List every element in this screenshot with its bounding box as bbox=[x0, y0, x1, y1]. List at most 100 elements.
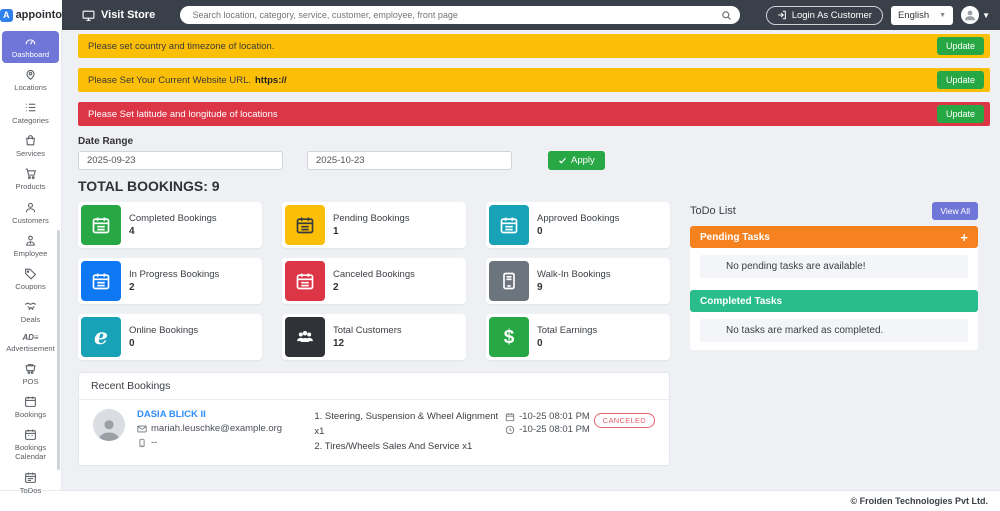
stat-value: 0 bbox=[129, 338, 135, 349]
avatar bbox=[961, 6, 980, 24]
app-logo[interactable]: A appointo bbox=[0, 0, 62, 30]
login-as-customer-button[interactable]: Login As Customer bbox=[765, 5, 883, 25]
update-button[interactable]: Update bbox=[936, 105, 984, 123]
logo-icon: A bbox=[0, 8, 13, 22]
stats-section: Completed Bookings 4 Pending Bookings 1 Ap… bbox=[78, 202, 670, 466]
user-menu[interactable]: ▼ bbox=[961, 6, 990, 24]
apply-label: Apply bbox=[571, 155, 595, 166]
users-icon bbox=[285, 317, 325, 357]
booking-row[interactable]: DASIA BLICK II mariah.leuschke@example.o… bbox=[79, 400, 669, 465]
sidebar-item-label: Bookings bbox=[14, 410, 47, 420]
stat-card-walkin-bookings[interactable]: Walk-In Bookings 9 bbox=[486, 258, 670, 304]
stat-card-pending-bookings[interactable]: Pending Bookings 1 bbox=[282, 202, 466, 248]
sign-in-icon bbox=[777, 10, 786, 20]
handshake-icon bbox=[24, 302, 37, 311]
clock-icon bbox=[505, 425, 515, 434]
end-date-input[interactable] bbox=[307, 151, 512, 170]
stat-value: 1 bbox=[333, 226, 339, 237]
sidebar-item-deals[interactable]: Deals bbox=[2, 296, 59, 328]
search-input[interactable] bbox=[192, 10, 722, 20]
stat-card-completed-bookings[interactable]: Completed Bookings 4 bbox=[78, 202, 262, 248]
sidebar-item-employee[interactable]: Employee bbox=[2, 230, 59, 262]
alert-country-timezone: Please set country and timezone of locat… bbox=[78, 34, 990, 58]
employee-icon bbox=[26, 235, 35, 246]
add-task-button[interactable]: + bbox=[960, 229, 968, 245]
sidebar-item-customers[interactable]: Customers bbox=[2, 197, 59, 229]
stat-value: 9 bbox=[537, 282, 543, 293]
sidebar-item-label: Dashboard bbox=[11, 50, 50, 59]
monitor-icon bbox=[82, 10, 95, 21]
completed-tasks-header: Completed Tasks bbox=[690, 290, 978, 312]
stat-label: Canceled Bookings bbox=[333, 269, 415, 280]
stat-card-approved-bookings[interactable]: Approved Bookings 0 bbox=[486, 202, 670, 248]
pending-tasks-empty-message: No pending tasks are available! bbox=[700, 255, 968, 278]
dollar-icon: $ bbox=[489, 317, 529, 357]
sidebar-item-locations[interactable]: Locations bbox=[2, 64, 59, 96]
calendar-icon bbox=[25, 429, 36, 441]
stat-card-total-earnings[interactable]: $ Total Earnings 0 bbox=[486, 314, 670, 360]
customer-name-link[interactable]: DASIA BLICK II bbox=[137, 409, 206, 420]
search-area bbox=[155, 6, 765, 24]
sidebar-item-bookings[interactable]: Bookings bbox=[2, 391, 59, 423]
language-select[interactable]: English ▼ bbox=[890, 5, 954, 25]
sidebar-scrollbar[interactable] bbox=[57, 230, 60, 470]
sidebar-item-advertisement[interactable]: AD≡ Advertisement bbox=[2, 329, 59, 357]
stat-value: 2 bbox=[333, 282, 339, 293]
recent-bookings-panel: Recent Bookings DASIA BLICK II mariah.le… bbox=[78, 372, 670, 466]
sidebar-item-services[interactable]: Services bbox=[2, 130, 59, 162]
main-content: Please set country and timezone of locat… bbox=[62, 30, 1000, 490]
language-value: English bbox=[897, 9, 930, 21]
pending-tasks-label: Pending Tasks bbox=[700, 231, 770, 243]
stat-card-canceled-bookings[interactable]: Canceled Bookings 2 bbox=[282, 258, 466, 304]
start-date-input[interactable] bbox=[78, 151, 283, 170]
top-navbar: A appointo Visit Store Login As Customer… bbox=[0, 0, 1000, 30]
stat-card-online-bookings[interactable]: e Online Bookings 0 bbox=[78, 314, 262, 360]
global-search[interactable] bbox=[180, 6, 741, 24]
stat-value: 12 bbox=[333, 338, 345, 349]
todo-section: ToDo List View All Pending Tasks + No pe… bbox=[690, 202, 978, 466]
sidebar-item-pos[interactable]: POS bbox=[2, 358, 59, 390]
sidebar-item-label: Customers bbox=[12, 215, 49, 225]
sidebar-item-coupons[interactable]: Coupons bbox=[2, 263, 59, 295]
sidebar-item-label: Bookings Calendar bbox=[14, 443, 47, 462]
stat-value: 4 bbox=[129, 226, 135, 237]
envelope-icon bbox=[137, 425, 147, 432]
stat-card-inprogress-bookings[interactable]: In Progress Bookings 2 bbox=[78, 258, 262, 304]
mobile-icon bbox=[139, 438, 145, 447]
visit-store-label: Visit Store bbox=[101, 9, 156, 21]
sidebar-item-categories[interactable]: Categories bbox=[2, 97, 59, 129]
calendar-icon bbox=[285, 205, 325, 245]
sidebar-item-label: POS bbox=[22, 377, 39, 387]
date-range-row: Apply bbox=[78, 151, 990, 170]
view-all-button[interactable]: View All bbox=[932, 202, 978, 220]
date-range-label: Date Range bbox=[78, 136, 134, 147]
alert-website-url: Please Set Your Current Website URL. http… bbox=[78, 68, 990, 92]
todo-calendar-icon bbox=[25, 472, 36, 483]
service-item: 2. Tires/Wheels Sales And Service x1 bbox=[314, 441, 473, 453]
status-badge: CANCELED bbox=[593, 413, 655, 428]
stat-label: Approved Bookings bbox=[537, 213, 620, 224]
sidebar-item-label: Services bbox=[15, 149, 46, 159]
stat-card-total-customers[interactable]: Total Customers 12 bbox=[282, 314, 466, 360]
check-icon bbox=[559, 157, 566, 164]
footer: © Froiden Technologies Pvt Ltd. bbox=[0, 490, 1000, 511]
sidebar-item-label: Coupons bbox=[15, 281, 46, 291]
shopping-bag-icon bbox=[26, 135, 35, 146]
update-button[interactable]: Update bbox=[936, 71, 984, 89]
sidebar-item-todos[interactable]: ToDos bbox=[2, 467, 59, 499]
sidebar-item-bookings-calendar[interactable]: Bookings Calendar bbox=[2, 424, 59, 465]
apply-button[interactable]: Apply bbox=[548, 151, 605, 170]
update-button[interactable]: Update bbox=[936, 37, 984, 55]
booking-time: -10-25 08:01 PM bbox=[505, 424, 594, 435]
search-icon[interactable] bbox=[721, 10, 732, 21]
visit-store-button[interactable]: Visit Store bbox=[82, 9, 155, 22]
stat-value: 2 bbox=[129, 282, 135, 293]
completed-tasks-empty-message: No tasks are marked as completed. bbox=[700, 319, 968, 342]
ad-icon: AD≡ bbox=[22, 332, 39, 342]
recent-bookings-title: Recent Bookings bbox=[79, 373, 669, 400]
calendar-icon bbox=[489, 205, 529, 245]
brand-name: appointo bbox=[15, 9, 62, 21]
booking-services: 1. Steering, Suspension & Wheel Alignmen… bbox=[314, 409, 505, 455]
sidebar-item-dashboard[interactable]: Dashboard bbox=[2, 31, 59, 64]
sidebar-item-products[interactable]: Products bbox=[2, 163, 59, 195]
